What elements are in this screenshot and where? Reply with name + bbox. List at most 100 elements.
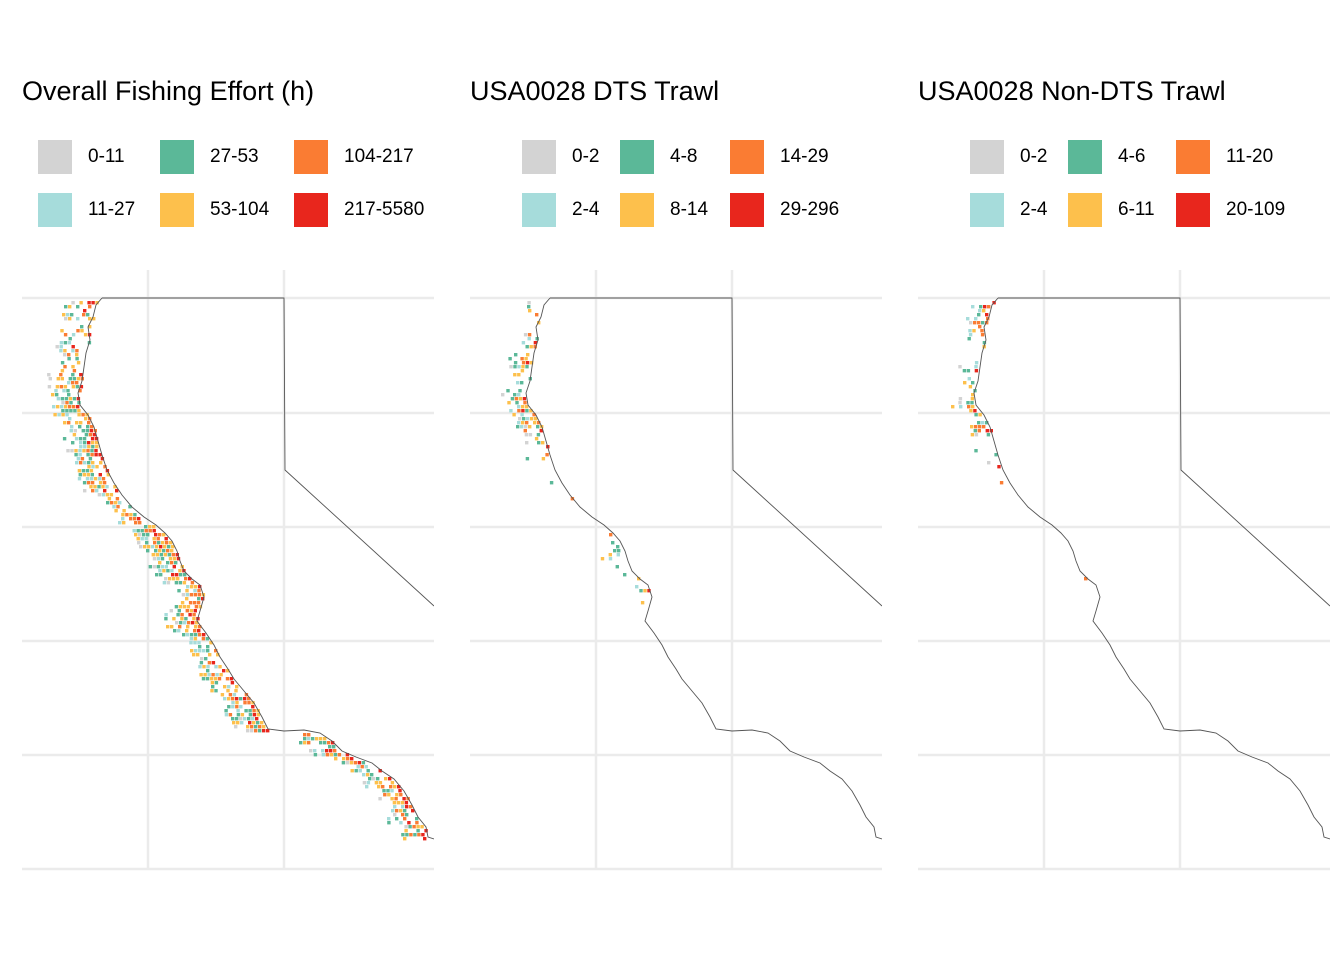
- effort-cell: [537, 441, 541, 445]
- effort-cell: [81, 413, 85, 417]
- panel-overall: Overall Fishing Effort (h) 0-11 11-27 27…: [22, 0, 452, 960]
- effort-cell: [63, 333, 68, 337]
- effort-cell: [82, 449, 86, 453]
- effort-cell: [95, 445, 99, 449]
- effort-cell: [88, 457, 93, 461]
- effort-cell: [201, 637, 206, 641]
- effort-cell: [211, 661, 216, 665]
- effort-cell: [985, 321, 989, 325]
- effort-cell: [541, 457, 546, 461]
- effort-cell: [185, 593, 190, 597]
- effort-cell: [958, 401, 962, 405]
- effort-cell: [968, 333, 973, 337]
- effort-cell: [370, 773, 374, 777]
- legend-swatch: [730, 193, 764, 227]
- effort-cell: [513, 393, 517, 397]
- legend-swatch: [38, 193, 72, 227]
- effort-cell: [244, 709, 248, 713]
- effort-cell: [525, 457, 530, 461]
- effort-cell: [87, 421, 91, 425]
- effort-cell: [209, 641, 213, 645]
- effort-cell: [958, 397, 963, 401]
- effort-cell: [393, 785, 397, 789]
- effort-cell: [194, 633, 198, 637]
- effort-cell: [71, 373, 75, 377]
- effort-cell: [164, 613, 168, 617]
- legend-item: 0-2: [970, 140, 1047, 174]
- effort-cell: [76, 405, 80, 409]
- effort-cell: [534, 417, 538, 421]
- effort-cell: [966, 401, 970, 405]
- effort-cells: [47, 301, 428, 841]
- effort-cell: [132, 529, 136, 533]
- effort-cell: [966, 317, 970, 321]
- effort-cell: [62, 313, 66, 317]
- legend-swatch: [970, 140, 1004, 174]
- panel-title: USA0028 Non-DTS Trawl: [918, 76, 1226, 106]
- effort-cell: [987, 461, 991, 465]
- effort-cell: [299, 741, 303, 745]
- effort-cell: [65, 413, 69, 417]
- effort-cell: [72, 397, 77, 401]
- effort-cell: [79, 461, 83, 465]
- legend-swatch: [1068, 193, 1102, 227]
- effort-cell: [256, 721, 260, 725]
- effort-cell: [408, 825, 412, 829]
- effort-cell: [76, 317, 80, 321]
- effort-cell: [623, 573, 627, 577]
- effort-cell: [243, 697, 247, 701]
- effort-cell: [997, 465, 1001, 469]
- effort-cell: [164, 617, 168, 621]
- effort-cell: [321, 753, 326, 757]
- effort-cell: [528, 433, 533, 437]
- effort-cell: [191, 621, 195, 625]
- effort-cell: [517, 421, 521, 425]
- effort-cell: [958, 365, 962, 369]
- effort-cell: [173, 629, 177, 633]
- effort-cell: [247, 717, 251, 721]
- effort-cell: [501, 393, 505, 397]
- effort-cell: [89, 485, 93, 489]
- effort-cell: [533, 421, 537, 425]
- legend-swatch: [522, 140, 556, 174]
- effort-cell: [197, 589, 201, 593]
- effort-cell: [159, 553, 163, 557]
- effort-cell: [240, 721, 244, 725]
- effort-cell: [372, 777, 376, 781]
- effort-cell: [643, 589, 647, 593]
- effort-cell: [92, 433, 97, 437]
- effort-cell: [144, 529, 148, 533]
- effort-cell: [615, 565, 619, 569]
- effort-cell: [252, 721, 256, 725]
- legend-item: 14-29: [730, 140, 829, 174]
- legend-swatch: [294, 193, 328, 227]
- effort-cell: [60, 329, 64, 333]
- legend-item: 4-8: [620, 140, 697, 174]
- effort-cell: [86, 453, 90, 457]
- effort-cell: [407, 821, 411, 825]
- effort-cell: [252, 713, 257, 717]
- effort-cell: [226, 689, 230, 693]
- effort-cell: [178, 625, 182, 629]
- effort-cell: [985, 313, 989, 317]
- effort-cell: [231, 717, 235, 721]
- effort-cell: [162, 569, 166, 573]
- effort-cell: [56, 405, 60, 409]
- effort-cell: [517, 393, 521, 397]
- effort-cell: [248, 721, 252, 725]
- effort-cell: [520, 425, 524, 429]
- legend-item: 53-104: [160, 193, 269, 227]
- effort-cell: [193, 637, 198, 641]
- effort-cell: [103, 489, 107, 493]
- effort-cell: [415, 817, 419, 821]
- effort-cell: [167, 553, 171, 557]
- effort-cell: [86, 481, 91, 485]
- effort-cell: [198, 649, 202, 653]
- effort-cell: [535, 337, 539, 341]
- effort-cell: [608, 557, 613, 561]
- effort-cell: [350, 769, 354, 773]
- effort-cell: [165, 541, 169, 545]
- effort-cell: [67, 353, 71, 357]
- effort-cell: [73, 429, 77, 433]
- effort-cell: [193, 629, 197, 633]
